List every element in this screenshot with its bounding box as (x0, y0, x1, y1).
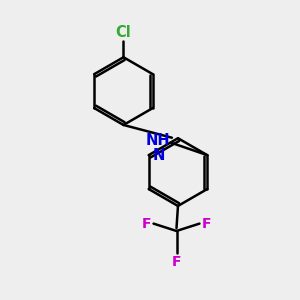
Text: N: N (153, 148, 165, 163)
Text: F: F (142, 217, 152, 231)
Text: NH: NH (146, 133, 171, 148)
Text: F: F (202, 217, 211, 231)
Text: Cl: Cl (116, 25, 131, 40)
Text: F: F (172, 255, 181, 269)
